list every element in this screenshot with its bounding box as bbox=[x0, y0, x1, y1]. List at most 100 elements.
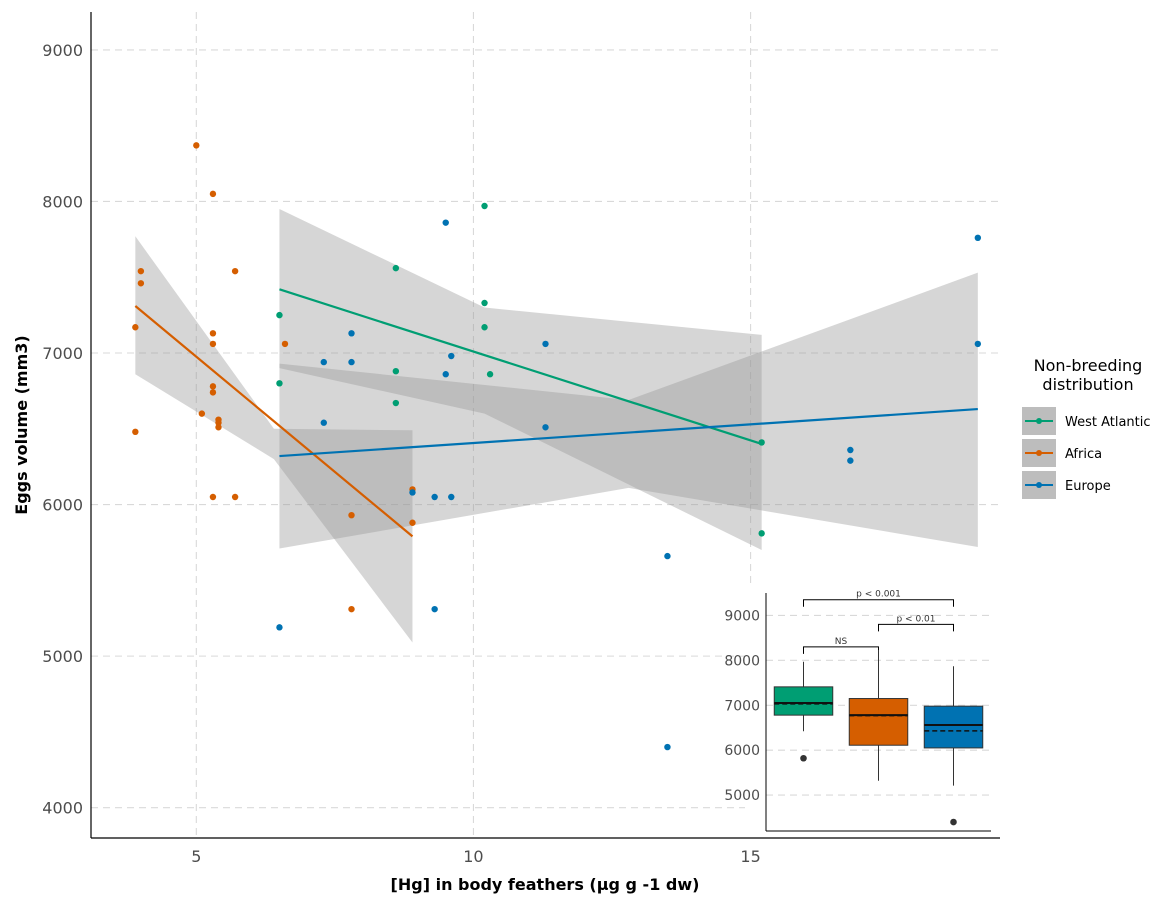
significance-bracket bbox=[878, 623, 954, 632]
data-point bbox=[348, 511, 355, 519]
data-point bbox=[137, 267, 145, 275]
data-point bbox=[276, 311, 283, 319]
data-points bbox=[132, 142, 982, 751]
data-point bbox=[481, 202, 488, 210]
box-west-atlantic bbox=[773, 686, 834, 716]
legend-label: Europe bbox=[1065, 479, 1111, 494]
y-tick-label: 7000 bbox=[42, 344, 83, 363]
confidence-bands bbox=[135, 209, 978, 643]
regression-lines bbox=[134, 288, 978, 538]
y-tick-label: 4000 bbox=[42, 799, 83, 818]
data-point bbox=[442, 219, 449, 226]
data-point bbox=[409, 489, 416, 496]
data-point bbox=[664, 743, 671, 751]
x-tick-label: 5 bbox=[191, 847, 201, 866]
data-point bbox=[481, 299, 488, 307]
data-point bbox=[209, 383, 217, 390]
inset-y-tick-label: 9000 bbox=[724, 608, 760, 624]
data-point bbox=[664, 552, 671, 560]
significance-label: NS bbox=[835, 637, 848, 647]
data-point bbox=[215, 424, 222, 431]
significance-label: p < 0.001 bbox=[856, 590, 901, 600]
data-point bbox=[974, 234, 982, 242]
boxes bbox=[773, 650, 984, 826]
x-tick-label: 10 bbox=[463, 847, 483, 866]
inset-y-tick-label: 5000 bbox=[724, 788, 760, 804]
fit-line-africa bbox=[134, 305, 414, 538]
data-point bbox=[215, 416, 222, 423]
legend-title-line-1: Non-breeding bbox=[1034, 356, 1143, 375]
data-point bbox=[392, 264, 400, 272]
data-point bbox=[231, 493, 239, 501]
data-point bbox=[448, 352, 455, 360]
y-tick-label: 6000 bbox=[42, 496, 83, 515]
data-point bbox=[209, 330, 217, 337]
data-point bbox=[320, 419, 327, 426]
data-point bbox=[758, 439, 765, 446]
fit-line-west-atlantic bbox=[279, 288, 763, 445]
data-point bbox=[209, 190, 217, 198]
data-point bbox=[320, 358, 327, 366]
data-point bbox=[193, 142, 200, 149]
y-tick-label: 8000 bbox=[42, 192, 83, 211]
legend-key-point bbox=[1036, 450, 1042, 456]
data-point bbox=[132, 428, 139, 436]
inset-y-tick-label: 8000 bbox=[724, 653, 760, 669]
legend-title-line-2: distribution bbox=[1042, 375, 1133, 394]
data-point bbox=[847, 446, 854, 454]
x-axis-title: [Hg] in body feathers (µg g -1 dw) bbox=[391, 875, 700, 894]
data-point bbox=[209, 493, 217, 501]
ci-band-west-atlantic bbox=[279, 209, 762, 551]
box-europe bbox=[923, 705, 984, 749]
inset-y-tick-label: 7000 bbox=[724, 698, 760, 714]
data-point bbox=[209, 340, 217, 348]
data-point bbox=[448, 493, 455, 501]
significance-bracket bbox=[803, 599, 954, 607]
data-point bbox=[442, 371, 449, 378]
outlier-point bbox=[800, 754, 807, 762]
data-point bbox=[392, 399, 400, 407]
tick-labels: 4000 5000 6000 7000 8000 9000 5 10 15 bbox=[42, 41, 760, 866]
data-point bbox=[542, 340, 549, 348]
data-point bbox=[847, 457, 854, 464]
ci-band-europe bbox=[279, 272, 978, 549]
data-point bbox=[209, 389, 217, 396]
data-point bbox=[486, 371, 494, 378]
x-tick-label: 15 bbox=[740, 847, 760, 866]
data-point bbox=[409, 519, 416, 526]
outlier-point bbox=[950, 818, 957, 826]
data-point bbox=[348, 330, 355, 337]
significance-brackets: p < 0.001 NS p < 0.01 bbox=[803, 590, 954, 654]
data-point bbox=[348, 605, 355, 613]
legend: Non-breeding distribution West Atlantic A… bbox=[1022, 356, 1151, 499]
data-point bbox=[281, 340, 289, 348]
data-point bbox=[431, 605, 438, 613]
data-point bbox=[431, 493, 438, 501]
box-africa bbox=[848, 698, 909, 746]
legend-key-point bbox=[1036, 418, 1042, 424]
y-axis-title: Eggs volume (mm3) bbox=[12, 335, 31, 514]
inset-y-tick-label: 6000 bbox=[724, 743, 760, 759]
data-point bbox=[198, 410, 206, 417]
data-point bbox=[276, 624, 283, 631]
legend-label: Africa bbox=[1065, 447, 1102, 462]
legend-label: West Atlantic bbox=[1065, 415, 1151, 430]
fit-line-europe bbox=[279, 407, 978, 458]
data-point bbox=[758, 530, 765, 537]
data-point bbox=[974, 340, 982, 348]
data-point bbox=[542, 424, 549, 431]
data-point bbox=[137, 280, 145, 287]
data-point bbox=[481, 324, 488, 331]
significance-label: p < 0.01 bbox=[896, 614, 935, 624]
y-tick-label: 9000 bbox=[42, 41, 83, 60]
ci-band-africa bbox=[135, 236, 413, 643]
data-point bbox=[276, 380, 283, 387]
inset-boxplot: p < 0.001 NS p < 0.01 5000 6000 7000 8000 9000 bbox=[724, 585, 1000, 837]
data-point bbox=[231, 267, 239, 275]
data-point bbox=[348, 358, 355, 366]
y-tick-label: 5000 bbox=[42, 647, 83, 666]
data-point bbox=[132, 324, 139, 331]
axes bbox=[90, 12, 1000, 839]
legend-key-point bbox=[1036, 482, 1042, 488]
